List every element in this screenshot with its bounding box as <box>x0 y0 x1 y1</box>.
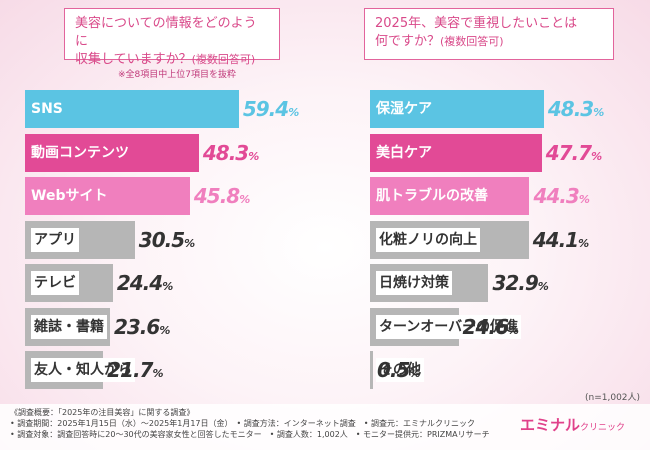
question-left-line1: 美容についての情報をどのように <box>75 16 257 49</box>
value-number: 24.6 <box>462 314 509 339</box>
bar-label: 動画コンテンツ <box>31 144 129 161</box>
value-number: 47.7 <box>545 140 592 165</box>
bar-label: 美白ケア <box>376 144 432 161</box>
bar <box>25 177 190 215</box>
value-label: 0.5% <box>377 351 420 389</box>
bar-label: その他 <box>376 358 424 382</box>
value-number: 23.6 <box>113 314 160 339</box>
value-number: 48.3 <box>547 97 594 121</box>
question-left-line2: 収集していますか？ <box>75 52 192 67</box>
value-number: 0.5 <box>377 358 410 382</box>
value-label: 44.3% <box>533 177 590 215</box>
bar-label: 化粧ノリの向上 <box>376 227 480 252</box>
question-left-tag: (複数回答可) <box>191 53 256 66</box>
value-number: 44.1 <box>532 227 579 252</box>
bar <box>370 351 373 389</box>
value-unit: % <box>409 367 420 380</box>
value-unit: % <box>159 323 170 337</box>
sample-size-note: (n=1,002人) <box>585 393 641 403</box>
bar-label: SNS <box>31 101 63 117</box>
items-note: ※全8項目中上位7項目を抜粋 <box>118 70 236 80</box>
survey-footer: 《調査概要：「2025年の注目美容」に関する調査》 • 調査期間：2025年1月… <box>0 404 650 450</box>
bar <box>25 133 199 172</box>
value-number: 30.5 <box>138 227 185 252</box>
bar <box>370 177 530 215</box>
value-label: 24.4% <box>116 264 173 302</box>
bar-label: 友人・知人から <box>31 358 135 382</box>
value-label: 24.6% <box>462 308 519 346</box>
value-number: 48.3 <box>202 140 249 165</box>
bar-label: 日焼け対策 <box>376 271 452 295</box>
value-unit: % <box>591 149 602 163</box>
value-unit: % <box>248 149 259 163</box>
value-label: 59.4% <box>242 90 299 128</box>
value-label: 44.1% <box>532 221 589 259</box>
brand-sub: クリニック <box>580 423 626 433</box>
value-unit: % <box>593 106 604 119</box>
value-label: 48.3% <box>547 90 604 128</box>
value-number: 45.8 <box>193 184 240 208</box>
value-label: 30.5% <box>138 221 195 259</box>
question-right-tag: (複数回答可) <box>440 35 504 48</box>
bar-label: 肌トラブルの改善 <box>376 188 488 204</box>
value-unit: % <box>152 367 163 380</box>
value-unit: % <box>184 236 195 250</box>
bar <box>25 90 239 128</box>
value-unit: % <box>537 280 549 293</box>
question-box-left: 美容についての情報をどのように 収集していますか？(複数回答可) <box>64 8 280 67</box>
bar-label: アプリ <box>31 227 79 252</box>
footer-line1: 《調査概要：「2025年の注目美容」に関する調査》 <box>10 408 195 417</box>
value-unit: % <box>239 193 250 206</box>
value-number: 21.7 <box>107 358 153 382</box>
value-unit: % <box>507 323 519 337</box>
value-number: 59.4 <box>242 97 289 121</box>
bar-label: Webサイト <box>31 188 108 204</box>
value-label: 47.7% <box>545 134 602 172</box>
bar-label: ターンオーバーの促進 <box>376 314 522 339</box>
value-label: 45.8% <box>193 177 250 215</box>
value-unit: % <box>578 236 589 250</box>
question-box-right: 2025年、美容で重視したいことは 何ですか？(複数回答可) <box>364 8 614 60</box>
bar-label: テレビ <box>31 271 79 295</box>
value-label: 23.6% <box>113 308 170 346</box>
value-label: 48.3% <box>202 134 259 172</box>
value-number: 24.4 <box>116 271 163 295</box>
brand-name: エミナル <box>520 416 581 434</box>
brand-logo: エミナルクリニック <box>520 414 625 435</box>
bar <box>370 90 544 128</box>
bar-label: 保湿ケア <box>376 101 432 117</box>
bar <box>370 133 542 172</box>
value-unit: % <box>578 193 590 206</box>
footer-line2: • 調査期間：2025年1月15日（水）〜2025年1月17日（金） • 調査方… <box>10 419 476 428</box>
value-label: 32.9% <box>492 264 549 302</box>
value-number: 32.9 <box>492 271 538 295</box>
value-unit: % <box>162 280 173 293</box>
footer-line3: • 調査対象：調査回答時に20〜30代の美容家女性と回答したモニター • 調査人… <box>10 430 490 439</box>
question-right-line1: 2025年、美容で重視したいことは <box>375 16 578 31</box>
value-number: 44.3 <box>533 184 579 208</box>
value-unit: % <box>288 106 299 119</box>
bar-label: 雑誌・書籍 <box>31 314 107 339</box>
value-label: 21.7% <box>107 351 163 389</box>
question-right-line2: 何ですか？ <box>375 34 441 49</box>
